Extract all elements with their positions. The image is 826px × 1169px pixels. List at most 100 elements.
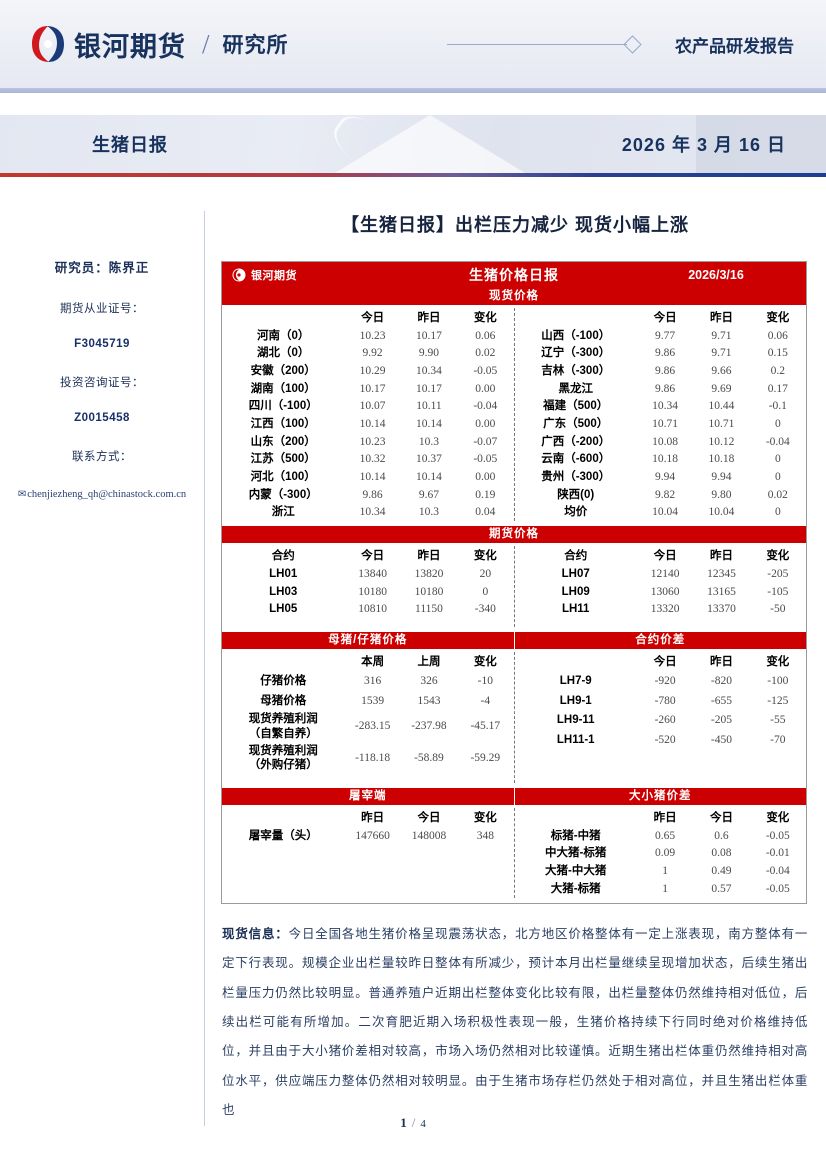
header-gap xyxy=(0,93,826,115)
col-change: 变化 xyxy=(766,656,790,669)
cell-change: -0.04 xyxy=(765,435,790,448)
section-slaughter-header: 屠宰端 xyxy=(222,788,515,806)
cell-yesterday: 11150 xyxy=(415,603,443,616)
region-label: 均价 xyxy=(564,506,588,519)
table-row: 现货养殖利润 （外购仔猪） -118.18 -58.89 -59.29 xyxy=(222,743,514,775)
col-change: 变化 xyxy=(473,550,497,563)
cell-today: 0.08 xyxy=(711,847,732,860)
cell-last-week: 326 xyxy=(420,674,438,687)
page-separator: / xyxy=(411,1115,416,1130)
slaughter-panel: 昨日 今日 变化 屠宰量（头） 147660 148008 348 xyxy=(222,808,515,898)
band-inner: 生猪日报 2026 年 3 月 16 日 xyxy=(0,115,826,173)
item-label: 仔猪价格 xyxy=(260,675,307,688)
item-label-line1: 现货养殖利润 xyxy=(248,745,318,757)
cell-today: 13320 xyxy=(650,603,680,616)
cell-today: 10.71 xyxy=(652,417,679,430)
cell-today: 10.34 xyxy=(652,400,679,413)
futures-right: 合约 今日 昨日 变化 LH07 12140 12345 -205 LH09 13060… xyxy=(515,546,807,627)
table-row: LH9-11 -260 -205 -55 xyxy=(515,711,807,731)
cell-today: 10.08 xyxy=(652,435,679,448)
table-row: 吉林（-300） 9.86 9.66 0.2 xyxy=(515,362,807,380)
cell-yesterday: 9.71 xyxy=(711,329,732,342)
contract-label: LH07 xyxy=(561,567,590,580)
cell-yesterday: 9.90 xyxy=(418,347,440,360)
contract-label: LH03 xyxy=(269,585,298,598)
sow-piglet-panel: 本周 上周 变化 仔猪价格 316 326 -10 母猪价格 1539 1543 -4 现货… xyxy=(222,652,515,784)
cell-yesterday: -450 xyxy=(710,734,732,747)
cell-today: 10.07 xyxy=(359,400,386,413)
cell-change: 0 xyxy=(482,585,489,598)
cell-change: 20 xyxy=(479,567,492,580)
cell-today: 9.86 xyxy=(362,488,383,501)
cell-today: 10180 xyxy=(358,585,387,598)
cell-yesterday: 10.34 xyxy=(416,364,442,377)
cell-yesterday: 13820 xyxy=(414,567,444,580)
pair-label: 大猪-标猪 xyxy=(550,882,601,895)
sow-and-spread-body: 本周 上周 变化 仔猪价格 316 326 -10 母猪价格 1539 1543 -4 现货… xyxy=(222,649,806,788)
cell-change: 0.02 xyxy=(475,347,496,360)
futures-license-number: F3045719 xyxy=(74,338,130,350)
region-label: 山西（-100） xyxy=(541,329,611,342)
table-header-bar: 银河期货 生猪价格日报 2026/3/16 xyxy=(222,262,806,288)
cell-yesterday: 147660 xyxy=(355,829,390,842)
cell-today: 0.49 xyxy=(711,865,732,878)
region-label: 江西（100） xyxy=(250,417,316,430)
section-sow-piglet-header: 母猪/仔猪价格 xyxy=(222,632,515,650)
cell-change: -4 xyxy=(480,694,491,707)
item-label: 屠宰量（头） xyxy=(248,829,318,842)
cell-change: 0.00 xyxy=(475,382,496,395)
cell-change: 0.17 xyxy=(767,382,788,395)
cell-yesterday: 10.3 xyxy=(418,435,440,448)
table-header-row: 昨日 今日 变化 xyxy=(222,808,514,827)
table-row: 浙江 10.34 10.3 0.04 xyxy=(222,504,514,522)
cell-yesterday: 10.71 xyxy=(708,417,735,430)
col-yesterday: 昨日 xyxy=(361,812,385,825)
cell-change: 0.06 xyxy=(475,329,496,342)
col-change: 变化 xyxy=(766,812,790,825)
cell-change: 0.04 xyxy=(475,506,496,519)
table-row: 山东（200） 10.23 10.3 -0.07 xyxy=(222,433,514,451)
table-row: LH7-9 -920 -820 -100 xyxy=(515,671,807,691)
cell-change: 0.02 xyxy=(767,488,788,501)
cell-change: 0 xyxy=(774,470,781,483)
consulting-license-label: 投资咨询证号： xyxy=(60,377,144,389)
col-item xyxy=(222,652,344,671)
contact-email[interactable]: ✉chenjiezheng_qh@chinastock.com.cn xyxy=(12,486,192,504)
page-number: 1 xyxy=(400,1115,407,1130)
col-today: 今日 xyxy=(653,656,677,669)
col-change: 变化 xyxy=(473,312,497,324)
sow-piglet-rows: 仔猪价格 316 326 -10 母猪价格 1539 1543 -4 现货养殖利润 （自繁自养… xyxy=(222,671,514,783)
col-change: 变化 xyxy=(473,656,497,669)
pair-label: LH7-9 xyxy=(559,675,592,688)
table-row: 江西（100） 10.14 10.14 0.00 xyxy=(222,415,514,433)
table-header-row: 今日 昨日 变化 xyxy=(222,308,514,327)
slaughter-and-size-body: 昨日 今日 变化 屠宰量（头） 147660 148008 348 xyxy=(222,805,806,903)
cell-yesterday: -820 xyxy=(710,674,732,687)
spot-right-table: 今日 昨日 变化 山西（-100） 9.77 9.71 0.06 辽宁（-300） 9.… xyxy=(515,308,807,521)
contact-email-text: chenjiezheng_qh@chinastock.com.cn xyxy=(27,489,187,500)
table-row: LH03 10180 10180 0 xyxy=(222,583,514,601)
futures-left-rows: LH01 13840 13820 20 LH03 10180 10180 0 LH05 108… xyxy=(222,565,514,627)
cell-today: 9.86 xyxy=(655,382,676,395)
cell-change: 0.06 xyxy=(767,329,788,342)
cell-change: -105 xyxy=(767,585,789,598)
cell-today: 10.29 xyxy=(359,364,386,377)
cell-yesterday: 9.94 xyxy=(711,470,732,483)
region-label: 河南（0） xyxy=(257,329,310,342)
col-item xyxy=(222,808,344,827)
table-row: 河南（0） 10.23 10.17 0.06 xyxy=(222,327,514,345)
table-row: 云南（-600） 10.18 10.18 0 xyxy=(515,451,807,469)
item-label-line2: （自繁自养） xyxy=(248,727,318,740)
cell-yesterday: 10.11 xyxy=(416,400,442,413)
cell-change: 0 xyxy=(774,417,781,430)
col-today: 今日 xyxy=(709,812,733,825)
table-header-row: 昨日 今日 变化 xyxy=(515,808,807,827)
col-yesterday: 昨日 xyxy=(653,812,677,825)
spacer-row xyxy=(515,750,807,759)
cell-yesterday: 10.17 xyxy=(416,329,442,342)
contract-label: LH05 xyxy=(269,603,298,616)
spot-left-rows: 河南（0） 10.23 10.17 0.06 湖北（0） 9.92 9.90 0.02 安徽… xyxy=(222,327,514,521)
cell-today: 0.6 xyxy=(714,829,729,842)
col-today: 今日 xyxy=(653,312,677,324)
envelope-icon: ✉ xyxy=(17,489,27,500)
